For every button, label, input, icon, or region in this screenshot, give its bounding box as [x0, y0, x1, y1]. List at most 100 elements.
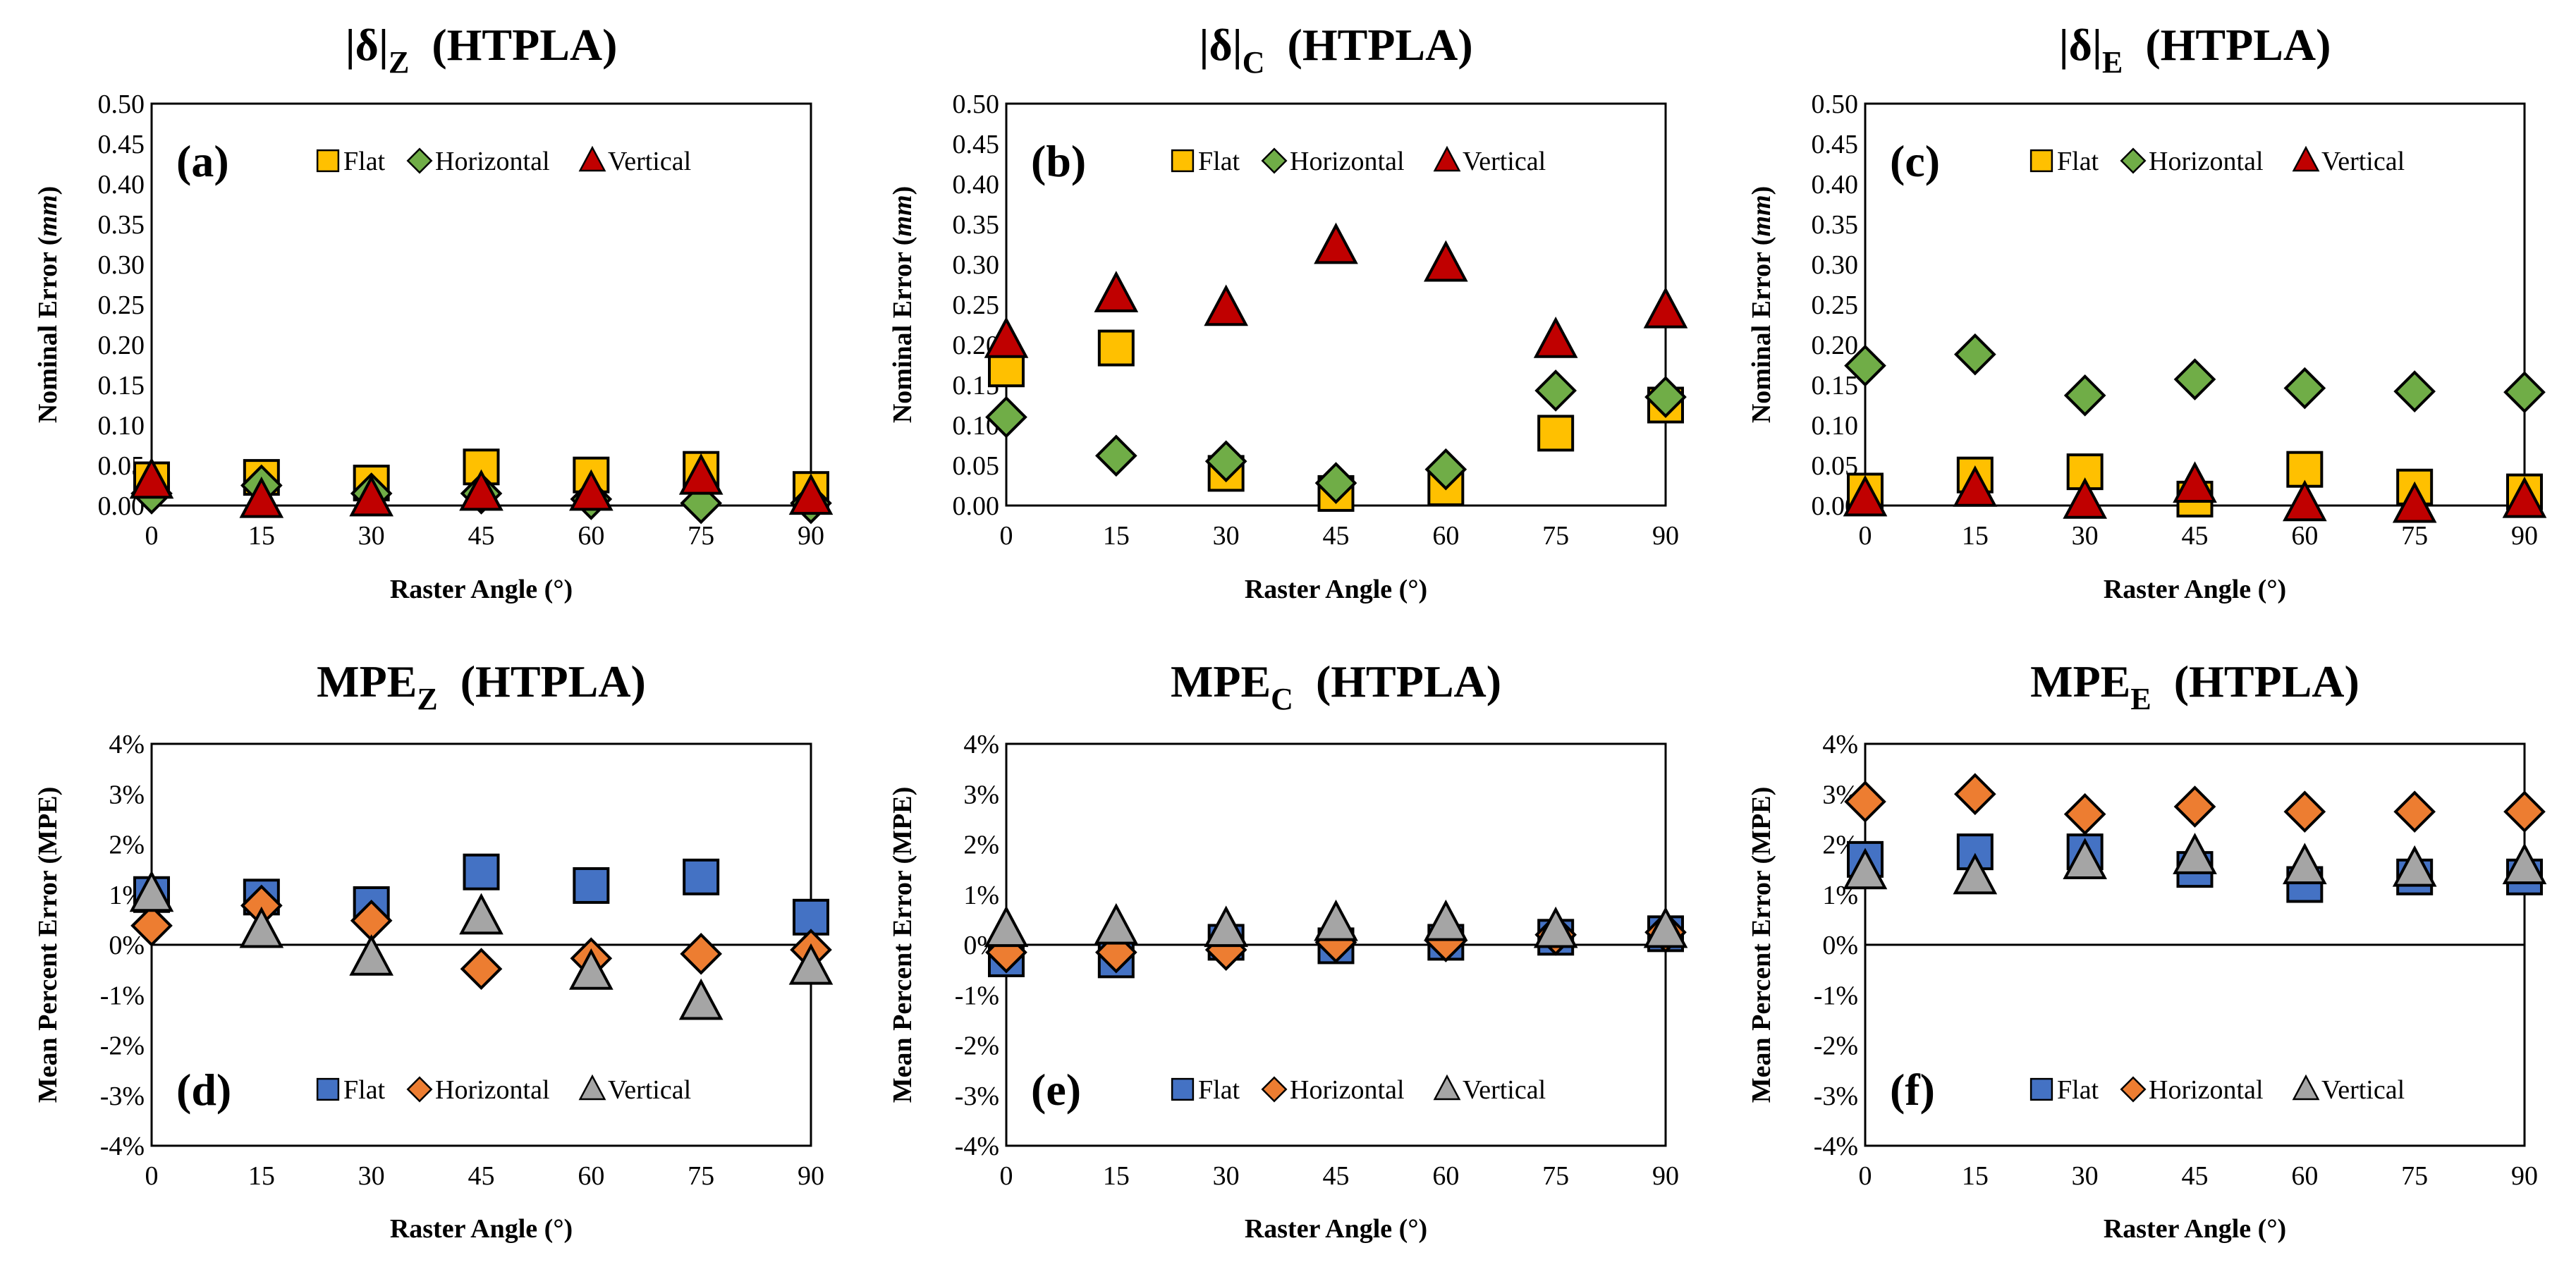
title-main: |δ|	[2059, 20, 2102, 70]
y-tick-label: 0.15	[98, 371, 145, 400]
y-tick-label: -4%	[955, 1132, 999, 1161]
y-label-text: Nominal Error (	[1747, 237, 1776, 424]
legend-entry-horizontal: Horizontal	[406, 1075, 550, 1105]
data-point	[1204, 284, 1248, 326]
legend-label: Vertical	[1463, 147, 1546, 176]
chart-title: |δ|C (HTPLA)	[1199, 20, 1472, 80]
x-tick-label: 90	[798, 1161, 824, 1191]
legend-marker-wrap	[1433, 1074, 1461, 1101]
y-tick-label: 0.45	[953, 130, 1000, 159]
legend-marker-vertical	[578, 1074, 606, 1101]
data-point	[1953, 465, 1998, 507]
data-point	[984, 317, 1029, 358]
y-tick-label: 0.25	[98, 290, 145, 320]
data-point	[2063, 838, 2108, 879]
series-vertical	[984, 899, 1688, 948]
data-point	[1097, 329, 1135, 367]
x-tick-label: 75	[688, 1161, 714, 1191]
data-point	[239, 906, 284, 948]
x-tick-label: 30	[358, 521, 385, 551]
data-point	[1533, 317, 1578, 358]
data-point	[788, 943, 834, 985]
title-subscript: C	[1271, 682, 1293, 716]
y-label-text: Mean Percent Error (MPE)	[1747, 787, 1776, 1103]
data-point	[1537, 415, 1575, 452]
legend-label: Flat	[2057, 147, 2099, 176]
legend-marker-wrap	[2292, 1074, 2320, 1101]
y-tick-label: -3%	[100, 1082, 145, 1111]
chart-panel-f: MPEE (HTPLA)-4%-3%-2%-1%0%1%2%3%4%0 15 30 4…	[1747, 656, 2547, 1244]
y-tick-label: -4%	[100, 1132, 145, 1161]
x-tick-label: 60	[578, 521, 604, 551]
y-label-text: Mean Percent Error (MPE)	[888, 787, 917, 1103]
data-point	[463, 853, 500, 890]
title-main: MPE	[2030, 656, 2130, 706]
legend-label: Horizontal	[2149, 147, 2264, 176]
title-subscript: E	[2102, 45, 2123, 80]
y-tick-label: 0.40	[953, 170, 1000, 200]
chart-panel-a: |δ|Z (HTPLA)0.000.050.100.150.200.250.30…	[33, 20, 834, 604]
y-label-text: Nominal Error (	[33, 237, 63, 424]
y-label-close: )	[1747, 186, 1776, 195]
panel-label: (d)	[176, 1065, 231, 1115]
legend-entry-vertical: Vertical	[1433, 1074, 1546, 1105]
x-tick-label: 30	[2072, 521, 2099, 551]
x-tick-label: 0	[1000, 521, 1013, 551]
x-tick-label: 30	[358, 1161, 385, 1191]
legend-label: Vertical	[608, 147, 691, 176]
legend-marker-wrap	[1171, 1077, 1195, 1101]
legend-entry-flat: Flat	[1171, 1075, 1240, 1105]
x-tick-label: 15	[1962, 1161, 1989, 1191]
x-tick-label: 15	[248, 1161, 275, 1191]
legend-entry-horizontal: Horizontal	[2120, 1075, 2264, 1105]
y-tick-label: 0%	[1822, 931, 1858, 960]
legend-marker-flat	[316, 149, 340, 173]
series-vertical	[984, 222, 1688, 358]
x-tick-label: 60	[578, 1161, 604, 1191]
legend-label: Horizontal	[435, 1075, 550, 1105]
x-tick-label: 30	[1213, 521, 1240, 551]
data-point	[2503, 790, 2546, 833]
legend-label: Horizontal	[435, 147, 550, 176]
legend-marker-vertical	[1433, 1074, 1461, 1101]
legend-marker-horizontal	[1261, 147, 1288, 174]
data-point	[239, 476, 284, 518]
data-point	[1314, 222, 1358, 264]
x-tick-label: 60	[2291, 1161, 2318, 1191]
x-tick-label: 45	[2182, 1161, 2209, 1191]
series-vertical	[129, 870, 834, 1020]
legend-marker-wrap	[578, 1074, 606, 1101]
y-tick-label: 3%	[109, 780, 145, 809]
legend-marker-flat	[316, 1077, 340, 1101]
y-tick-label: -1%	[1814, 981, 1858, 1010]
legend-marker-wrap	[1171, 149, 1195, 173]
x-axis-label: Raster Angle (°)	[2104, 1214, 2286, 1244]
series-horizontal	[985, 369, 1687, 504]
x-tick-label: 0	[145, 1161, 159, 1191]
x-tick-label: 0	[1000, 1161, 1013, 1191]
legend-marker-horizontal	[2120, 147, 2147, 174]
y-tick-label: 0.20	[1812, 331, 1859, 360]
data-point	[2283, 790, 2326, 833]
data-point	[1843, 847, 1888, 890]
data-point	[130, 905, 173, 947]
title-rest: (HTPLA)	[2151, 656, 2360, 706]
y-axis-label: Mean Percent Error (MPE)	[33, 787, 63, 1103]
y-tick-label: 2%	[109, 831, 145, 860]
title-subscript: Z	[389, 45, 409, 80]
x-tick-label: 15	[1103, 1161, 1130, 1191]
title-main: |δ|	[346, 20, 389, 70]
data-point	[2503, 371, 2546, 414]
legend-marker-horizontal	[406, 147, 433, 174]
legend-marker-wrap	[2292, 145, 2320, 172]
x-tick-label: 0	[145, 521, 159, 551]
panel-label: (c)	[1890, 136, 1940, 186]
chart-title: |δ|E (HTPLA)	[2059, 20, 2331, 80]
data-point	[683, 858, 720, 895]
x-tick-label: 60	[2291, 521, 2318, 551]
data-point	[2283, 367, 2326, 410]
data-point	[788, 473, 834, 515]
x-axis-label: Raster Angle (°)	[2104, 575, 2286, 604]
data-point	[1424, 448, 1467, 491]
